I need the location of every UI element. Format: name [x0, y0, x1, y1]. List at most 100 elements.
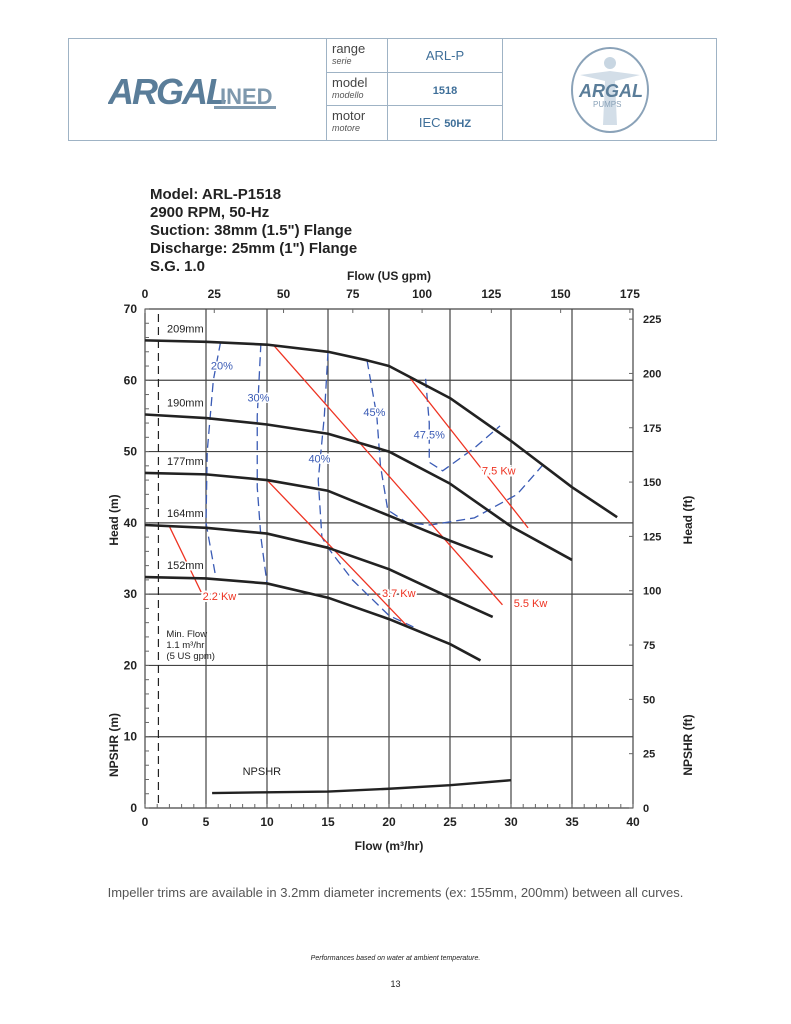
x2-tick-label: 75 — [346, 287, 360, 301]
y-tick-label: 30 — [124, 587, 138, 601]
x-tick-label: 40 — [626, 815, 640, 829]
x-tick-label: 0 — [142, 815, 149, 829]
impeller-label: 152mm — [167, 560, 204, 572]
npshr-label: NPSHR — [243, 766, 282, 778]
y2-tick-label: 75 — [643, 640, 655, 652]
efficiency-curve-30% — [256, 343, 268, 584]
power-line-5.5 Kw — [272, 344, 503, 606]
x-tick-label: 35 — [565, 815, 579, 829]
x-axis-title: Flow (m³/hr) — [355, 839, 424, 853]
motor-label-it: motore — [332, 123, 361, 134]
header-table: ARGAL INED range serie model modello motor… — [68, 38, 717, 141]
y-axis-title-npshr: NPSHR (m) — [107, 713, 121, 777]
range-label: range — [332, 41, 366, 56]
argal-lined-logo: ARGAL INED — [69, 39, 327, 140]
x2-tick-label: 0 — [142, 287, 149, 301]
power-label: 7.5 Kw — [482, 465, 516, 477]
y2-axis-title: Head (ft) — [681, 496, 695, 545]
y2-axis-title-npshr: NPSHR (ft) — [681, 714, 695, 775]
efficiency-curve-47.5% — [424, 378, 501, 472]
y2-tick-label: 50 — [643, 694, 655, 706]
x2-tick-label: 100 — [412, 287, 432, 301]
efficiency-curve-20% — [205, 341, 222, 578]
svg-text:INED: INED — [220, 84, 273, 109]
impeller-label: 164mm — [167, 508, 204, 520]
y-tick-label: 40 — [124, 516, 138, 530]
range-label-it: serie — [332, 56, 352, 66]
impeller-trim-note: Impeller trims are available in 3.2mm di… — [107, 885, 684, 900]
spec-rpm: 2900 RPM, 50-Hz — [150, 204, 270, 221]
x2-tick-label: 25 — [208, 287, 222, 301]
efficiency-label: 30% — [247, 393, 269, 405]
head-curve-152mm — [144, 575, 482, 662]
efficiency-curve-40% — [317, 351, 414, 628]
motor-value: IEC 50HZ — [418, 115, 472, 131]
x-tick-label: 15 — [321, 815, 335, 829]
y-tick-label: 60 — [124, 373, 138, 387]
motor-label: motor — [332, 108, 366, 124]
y-tick-label: 20 — [124, 658, 138, 672]
x-tick-label: 25 — [443, 815, 457, 829]
npshr-curve — [212, 779, 512, 795]
power-line-3.7 Kw — [266, 479, 408, 627]
x2-tick-label: 150 — [551, 287, 571, 301]
min-flow-label: 1.1 m³/hr — [166, 640, 204, 651]
efficiency-label: 20% — [211, 361, 233, 373]
power-label: 5.5 Kw — [514, 598, 548, 610]
impeller-label: 190mm — [167, 398, 204, 410]
head-curve-177mm — [144, 471, 494, 559]
impeller-label: 209mm — [167, 323, 204, 335]
power-label: 3.7 Kw — [382, 588, 416, 600]
svg-text:PUMPS: PUMPS — [593, 100, 621, 109]
y2-tick-label: 150 — [643, 477, 661, 489]
efficiency-label: 47.5% — [414, 430, 445, 442]
performance-note: Performances based on water at ambient t… — [310, 955, 481, 962]
head-curve-164mm — [144, 523, 494, 619]
efficiency-curve-45% — [366, 360, 544, 526]
svg-text:ARGAL: ARGAL — [578, 81, 643, 101]
power-line-7.5 Kw — [408, 375, 529, 529]
spec-suction: Suction: 38mm (1.5") Flange — [150, 222, 353, 239]
spec-discharge: Discharge: 25mm (1") Flange — [150, 240, 358, 257]
efficiency-label: 45% — [363, 407, 385, 419]
power-label: 2.2 Kw — [203, 591, 237, 603]
min-flow-label: Min. Flow — [166, 629, 207, 640]
x2-tick-label: 125 — [481, 287, 501, 301]
y-tick-label: 0 — [130, 801, 137, 815]
spec-sg: S.G. 1.0 — [150, 258, 206, 275]
y2-tick-label: 0 — [643, 803, 649, 815]
range-value: ARL-P — [388, 39, 502, 73]
power-line-2.2 Kw — [168, 526, 202, 593]
y2-tick-label: 125 — [643, 531, 661, 543]
y2-tick-label: 200 — [643, 368, 661, 380]
y-axis-title: Head (m) — [107, 494, 121, 545]
y-tick-label: 70 — [124, 302, 138, 316]
y-tick-label: 10 — [124, 730, 138, 744]
x-tick-label: 5 — [203, 815, 210, 829]
x-tick-label: 20 — [382, 815, 396, 829]
model-value: 1518 — [388, 73, 502, 107]
x2-tick-label: 175 — [620, 287, 640, 301]
x2-axis-title: Flow (US gpm) — [347, 269, 431, 283]
y-tick-label: 50 — [124, 445, 138, 459]
spec-model: Model: ARL-P1518 — [150, 186, 282, 203]
x-tick-label: 30 — [504, 815, 518, 829]
head-curve-209mm — [144, 339, 618, 519]
argal-pumps-logo: ARGAL PUMPS — [503, 39, 716, 140]
x-tick-label: 10 — [260, 815, 274, 829]
model-label: model — [332, 74, 368, 90]
y2-tick-label: 100 — [643, 586, 661, 598]
y2-tick-label: 175 — [643, 423, 661, 435]
min-flow-label: (5 US gpm) — [166, 651, 215, 662]
y2-tick-label: 225 — [643, 314, 661, 326]
svg-text:ARGAL: ARGAL — [108, 71, 226, 110]
impeller-label: 177mm — [167, 456, 204, 468]
head-curve-190mm — [144, 413, 573, 562]
pump-spec: Model: ARL-P1518 2900 RPM, 50-Hz Suction… — [150, 186, 357, 276]
model-label-it: modello — [332, 89, 364, 100]
page-number: 13 — [390, 979, 401, 989]
y2-tick-label: 25 — [643, 749, 655, 761]
x2-tick-label: 50 — [277, 287, 291, 301]
